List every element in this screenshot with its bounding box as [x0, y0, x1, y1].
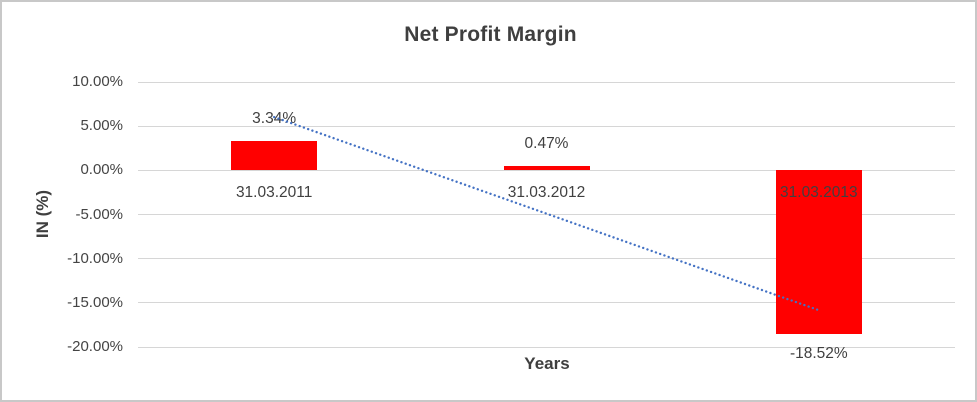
data-label: 0.47%	[524, 135, 569, 153]
y-axis-tick-label: 10.00%	[72, 73, 123, 90]
gridline	[138, 81, 955, 83]
y-axis-title: IN (%)	[33, 189, 52, 239]
x-axis-category-label: 31.03.2011	[235, 184, 313, 201]
y-axis-tick-label: -20.00%	[67, 338, 123, 355]
bar-31.03.2012	[503, 166, 590, 171]
y-axis-tick-label: 0.00%	[80, 161, 123, 179]
data-label: 3.34%	[252, 109, 297, 127]
bar-31.03.2011	[231, 140, 318, 171]
y-axis-tick-label: -10.00%	[67, 249, 123, 267]
x-axis-category-label: 31.03.2012	[507, 184, 586, 201]
y-axis-tick-label: 5.00%	[80, 117, 123, 135]
x-axis-category-label: 31.03.2013	[780, 184, 858, 201]
chart-title: Net Profit Margin	[404, 23, 577, 46]
x-axis-title: Years	[524, 354, 570, 373]
y-axis-tick-label: -5.00%	[75, 205, 123, 223]
data-label: -18.52%	[789, 344, 848, 362]
gridline	[138, 346, 955, 348]
y-axis-tick-label: -15.00%	[67, 293, 123, 311]
